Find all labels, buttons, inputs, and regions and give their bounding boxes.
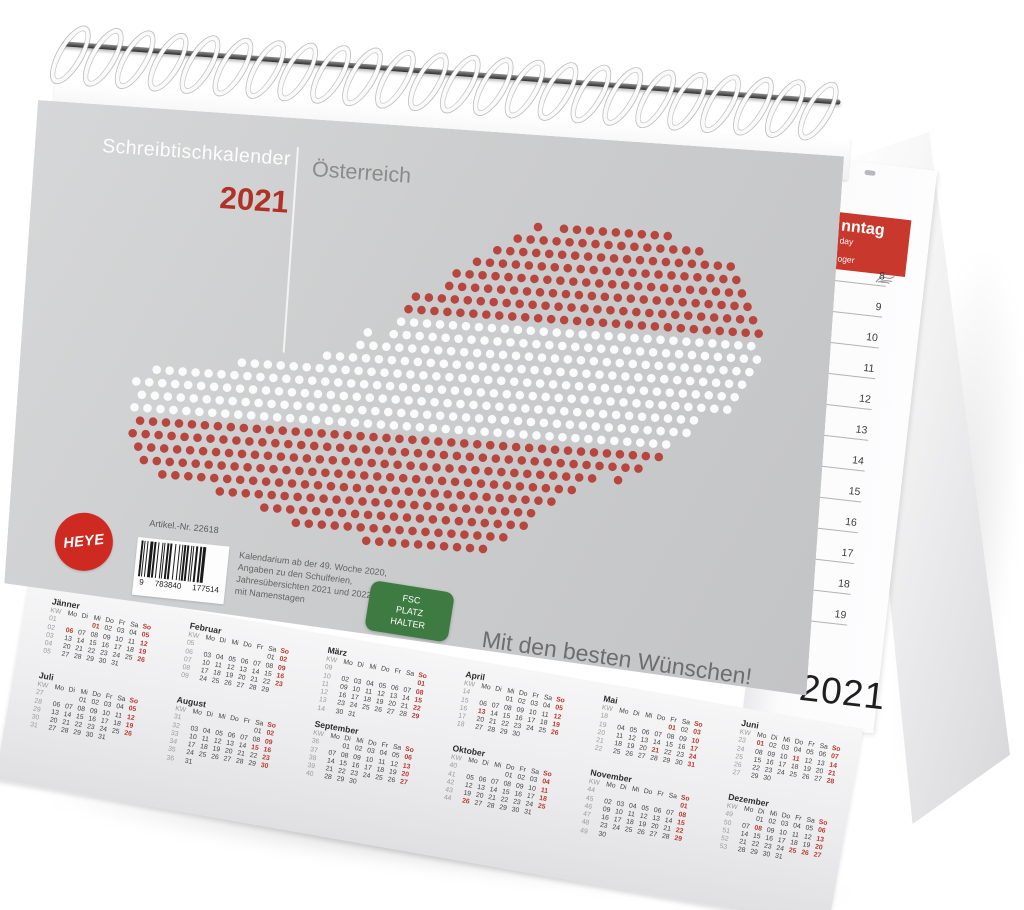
hour-label: 19	[833, 608, 847, 622]
hour-label: 16	[844, 515, 858, 530]
hour-label: 15	[847, 485, 861, 499]
day-page-edge: nntag day oger 8 9 10 11 12 13 14 15 16 17 18 19 20…	[725, 156, 938, 734]
hour-label: 8	[878, 270, 886, 283]
hour-label: 10	[865, 331, 879, 345]
hour-label: 14	[851, 454, 865, 468]
mini-month-mai: Mai KW Mo Di Mi Do Fr Sa So 18 01 02 03 19 04 05 06 07 08 0…	[594, 693, 731, 775]
hour-label: 18	[837, 577, 851, 591]
barcode-digit-group: 9	[138, 577, 145, 587]
hour-label: 13	[855, 423, 868, 437]
barcode-digit-group: 783840	[154, 579, 182, 591]
mini-month-august: August KW Mo Di Mi Do Fr Sa So 31 01 02 32 03 04 05 06 07…	[166, 694, 304, 784]
mini-month-jänner: Jänner KW Mo Di Mi Do Fr Sa So 01 01 02 03 04 05 02 06 07…	[42, 596, 179, 678]
mini-month-oktober: Oktober KW Mo Di Mi Do Fr Sa So 40 01 02 03 04 41 05 06 0…	[443, 743, 580, 825]
brand-name: HEYE	[62, 531, 106, 552]
mini-month-februar: Februar KW Mo Di Mi Do Fr Sa So 05 01 02 06 03 04 05 06 0…	[180, 621, 317, 703]
hour-label: 9	[874, 300, 883, 314]
mini-month-dezember: Dezember KW Mo Di Mi Do Fr Sa So 49 01 02 03 04 05 06 50…	[719, 792, 856, 874]
mini-month-april: April KW Mo Di Mi Do Fr Sa So 14 01 02 03 04 05 15 06 07 0…	[456, 669, 593, 751]
mini-month-juli: Juli KW Mo Di Mi Do Fr Sa So 27 01 02 03 04 05 28 06 07 08…	[29, 670, 166, 752]
austria-dot-map	[128, 222, 763, 554]
wire-hole	[864, 169, 876, 176]
barcode: 9 783840 177514	[131, 537, 230, 605]
barcode-digit-group: 177514	[191, 582, 220, 595]
hour-label: 17	[840, 546, 854, 560]
hour-label: 11	[862, 361, 875, 376]
mini-month-juni: Juni KW Mo Di Mi Do Fr Sa So 23 01 02 03 04 05 06 07 24 08…	[732, 718, 869, 800]
day-doodle-icon	[875, 276, 895, 284]
mini-month-november: November KW Mo Di Mi Do Fr Sa So 44 01 45 02 03 04 05 06…	[579, 767, 717, 857]
product-year: 2021	[218, 180, 290, 220]
hour-label: 12	[858, 392, 872, 406]
cover-year-large: 2021	[797, 666, 888, 718]
